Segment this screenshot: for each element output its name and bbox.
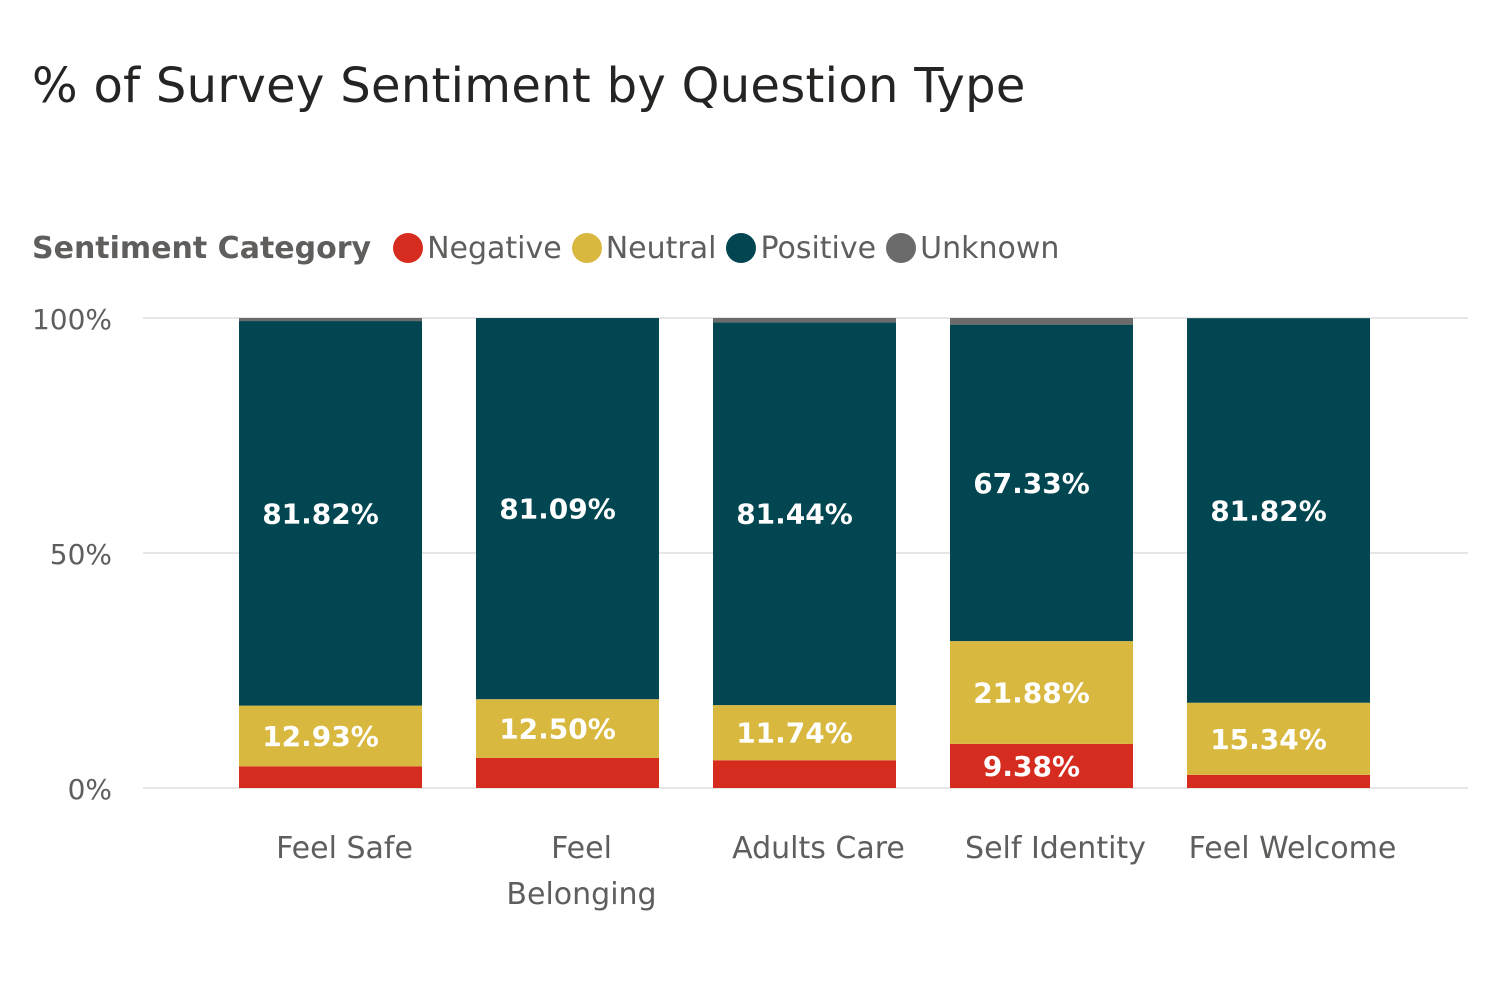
data-label-neutral: 21.88% [973,676,1090,709]
data-label-positive: 67.33% [973,467,1090,500]
legend-item-neutral[interactable]: Neutral [571,230,717,266]
bar-positive [476,318,659,700]
legend-label-positive: Positive [760,230,877,266]
bar-neutral [1187,702,1370,775]
bar-unknown [950,318,1133,325]
chart-title: % of Survey Sentiment by Question Type [32,58,1026,114]
bar-negative [713,760,896,788]
bar-negative [476,757,659,788]
legend-label-negative: Negative [427,230,562,266]
legend-label-neutral: Neutral [605,230,717,266]
legend-item-negative[interactable]: Negative [393,231,562,266]
data-label-neutral: 11.74% [736,717,853,750]
data-label-positive: 81.09% [499,493,616,526]
x-tick-label: Feel Welcome [1189,831,1397,866]
bar-positive [950,324,1133,642]
data-label-positive: 81.82% [262,497,379,530]
bar-unknown [239,318,422,322]
data-label-positive: 81.44% [736,498,853,531]
y-tick-label: 50% [50,538,112,571]
bar-negative [239,766,422,788]
legend-dot-neutral [571,233,602,263]
bar-neutral [713,705,896,761]
data-label-neutral: 15.34% [1210,723,1327,756]
x-tick-label: Adults Care [732,831,905,866]
data-label-neutral: 12.93% [262,720,379,753]
legend-dot-positive [726,233,757,263]
legend-dot-negative [393,233,424,263]
legend: Sentiment Category Negative Neutral Posi… [32,226,1069,270]
legend-title: Sentiment Category [32,230,372,266]
bar-positive [713,322,896,706]
bar-neutral [239,705,422,767]
data-label-neutral: 12.50% [499,713,616,746]
bar-positive [1187,318,1370,703]
legend-dot-unknown [886,233,917,263]
legend-item-positive[interactable]: Positive [726,231,876,266]
bar-positive [239,321,422,706]
legend-item-unknown[interactable]: Unknown [886,231,1059,266]
y-tick-label: 100% [32,303,112,336]
x-tick-label: Belonging [506,877,656,912]
data-label-negative: 9.38% [983,750,1080,783]
y-tick-label: 0% [68,773,112,806]
data-label-positive: 81.82% [1210,494,1327,527]
bar-unknown [713,318,896,323]
bar-negative [1187,774,1370,788]
bar-negative [950,743,1133,788]
bar-neutral [476,699,659,758]
x-tick-label: Self Identity [965,831,1146,866]
bar-neutral [950,641,1133,744]
legend-label-unknown: Unknown [920,230,1060,266]
x-tick-label: Feel Safe [276,831,413,866]
x-tick-label: Feel [551,831,612,866]
